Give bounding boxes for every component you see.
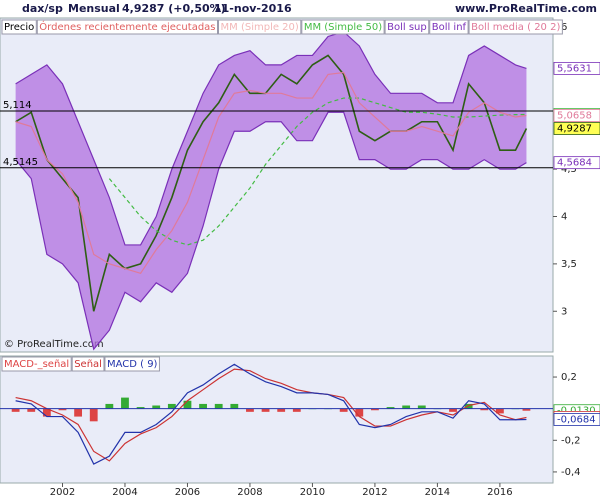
y-tick-label: 3	[561, 306, 567, 317]
histogram-bar	[121, 397, 129, 409]
histogram-bar	[11, 408, 20, 412]
legend-entry: MACD ( 9)	[107, 359, 158, 370]
histogram-bar	[386, 407, 395, 409]
legend-box	[104, 356, 160, 372]
symbol: dax/sp	[22, 2, 63, 15]
histogram-bar	[480, 408, 489, 411]
histogram-bar	[495, 408, 504, 414]
legend-box	[429, 19, 469, 35]
date: 11-nov-2016	[214, 2, 292, 15]
y-tick-label: -0,4	[561, 467, 581, 478]
value-label-box	[553, 109, 600, 122]
value-label-box	[553, 122, 600, 135]
legend-entry: MACD-_señal	[4, 359, 69, 370]
period: Mensual	[68, 2, 120, 15]
x-tick-label: 2014	[425, 487, 450, 498]
histogram-bar	[246, 408, 254, 412]
y-tick-label: 4	[561, 212, 567, 223]
value-label-box	[553, 413, 600, 426]
legend-entry: Boll sup	[387, 22, 427, 33]
legend-box	[1, 356, 72, 372]
value-label: 5,5631	[557, 63, 592, 74]
last-price: 4,9287 (+0,50%)	[122, 2, 226, 15]
histogram-bar	[522, 408, 531, 411]
legend-entry: Boll media ( 20 2)	[471, 22, 560, 33]
series-line	[15, 368, 527, 462]
legend-box	[1, 19, 37, 35]
y-tick-label: 6	[561, 22, 567, 33]
legend-box	[384, 19, 430, 35]
price-line	[15, 54, 528, 312]
histogram-bar	[339, 408, 348, 412]
histogram-bar	[167, 403, 176, 409]
legend-entry: Señal	[74, 359, 102, 370]
histogram-bar	[355, 408, 364, 417]
legend-entry: Boll inf	[432, 22, 467, 33]
y-tick-label: 4,5	[561, 164, 577, 175]
x-tick-label: 2006	[175, 487, 200, 498]
legend-entry: MM (Simple 20)	[221, 22, 299, 33]
macd-panel	[0, 355, 554, 484]
x-tick-label: 2012	[362, 487, 387, 498]
histogram-bar	[105, 403, 114, 409]
series-line	[15, 363, 527, 465]
series-line	[15, 31, 527, 246]
x-tick-label: 2016	[487, 487, 512, 498]
histogram-bar	[58, 408, 67, 411]
histogram-bar	[27, 408, 36, 412]
site: www.ProRealTime.com	[455, 2, 597, 15]
value-label: 4,9287	[557, 124, 592, 135]
legend-box	[301, 19, 385, 35]
histogram-bar	[42, 408, 51, 417]
series-line	[15, 111, 527, 351]
legend-box	[218, 19, 302, 35]
horizontal-line-label: 5,114	[3, 100, 32, 111]
y-tick-label: 0,2	[561, 372, 577, 383]
legend-box	[468, 19, 563, 35]
legend-box	[36, 19, 219, 35]
histogram-bar	[89, 408, 98, 422]
value-label-box	[553, 61, 600, 75]
series-line	[108, 97, 527, 246]
legend-entry: Precio	[4, 22, 34, 33]
histogram-bar	[230, 403, 239, 409]
histogram-bar	[371, 408, 379, 411]
histogram-bar	[277, 408, 286, 412]
x-tick-label: 2008	[237, 487, 262, 498]
histogram-bar	[152, 405, 161, 409]
value-label: 4,5684	[557, 158, 592, 169]
x-tick-label: 2010	[300, 487, 325, 498]
value-label: 5,0658	[557, 111, 592, 122]
plot	[11, 363, 531, 465]
y-tick-label: -0,2	[561, 435, 581, 446]
histogram-bar	[292, 408, 301, 412]
histogram-bar	[261, 408, 270, 412]
legend-box	[71, 356, 105, 372]
histogram-bar	[74, 408, 83, 417]
value-label: -0,0684	[557, 414, 596, 425]
series-line	[15, 71, 527, 275]
histogram-bar	[136, 407, 145, 409]
y-tick-label: 3,5	[561, 259, 577, 270]
x-tick-label: 2002	[50, 487, 75, 498]
legend-entry: MM (Simple 50)	[304, 22, 382, 33]
histogram-bar	[417, 405, 426, 409]
histogram-bar	[402, 405, 411, 409]
histogram-bar	[214, 403, 223, 409]
legend-entry: Órdenes recientemente ejecutadas	[39, 20, 215, 33]
histogram-bar	[199, 403, 207, 409]
histogram-bar	[449, 408, 457, 412]
histogram-bar	[464, 403, 473, 409]
value-label-box	[553, 156, 600, 170]
x-tick-label: 2004	[112, 487, 137, 498]
horizontal-line-label: 4,5145	[3, 157, 38, 168]
histogram-bar	[183, 400, 192, 409]
watermark: © ProRealTime.com	[4, 339, 104, 350]
